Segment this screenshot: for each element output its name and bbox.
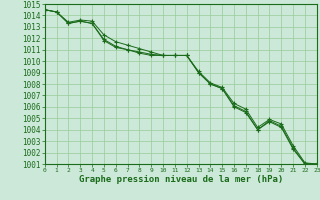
X-axis label: Graphe pression niveau de la mer (hPa): Graphe pression niveau de la mer (hPa) bbox=[79, 175, 283, 184]
